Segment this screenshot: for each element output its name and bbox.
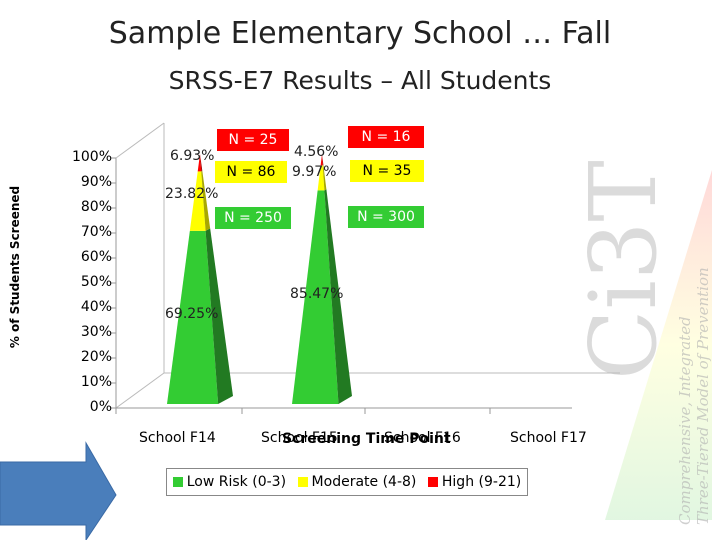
label-f14-moderate: 23.82%: [165, 186, 219, 202]
y-tick-label: 60%: [80, 249, 112, 265]
label-f14-low: 69.25%: [165, 306, 219, 322]
legend-swatch-icon: [427, 477, 438, 487]
bar-0-2-side: [200, 154, 203, 172]
legend-label-low: Low Risk (0-3): [186, 474, 287, 490]
page-subtitle: SRSS-E7 Results – All Students: [168, 66, 552, 95]
bar-1-0-side: [324, 189, 352, 404]
category-label-f14: School F14: [139, 430, 216, 446]
x-axis-label: Screening Time Point: [282, 431, 451, 447]
legend-label-moderate: Moderate (4-8): [311, 474, 417, 490]
legend-item-high: High (9-21): [427, 474, 522, 490]
legend-swatch-icon: [172, 477, 183, 487]
y-tick-label: 100%: [71, 149, 112, 165]
label-f15-high: 4.56%: [294, 144, 339, 160]
legend-item-low: Low Risk (0-3): [172, 474, 287, 490]
chart-legend: Low Risk (0-3) Moderate (4-8) High (9-21…: [166, 468, 528, 496]
y-tick-label: 40%: [80, 299, 112, 315]
category-label-f16: School F16: [384, 430, 461, 446]
y-tick-label: 0%: [89, 399, 112, 415]
y-tick-label: 90%: [80, 174, 112, 190]
y-tick-label: 30%: [80, 324, 112, 340]
bar-1-1-front: [317, 165, 325, 191]
bar-1-0-front: [292, 190, 339, 404]
y-tick-label: 10%: [80, 374, 112, 390]
bar-0-1-front: [189, 171, 206, 231]
category-label-f15: School F15: [261, 430, 338, 446]
n-box-f14-moderate: N = 86: [215, 161, 287, 183]
y-tick-label: 20%: [80, 349, 112, 365]
n-box-f14-low: N = 250: [215, 207, 291, 229]
legend-swatch-icon: [297, 477, 308, 487]
bar-0-0-front: [167, 230, 219, 404]
label-f15-moderate: 9.97%: [292, 164, 337, 180]
page-title: Sample Elementary School … Fall: [108, 16, 612, 51]
bar-1-2-side: [322, 154, 324, 166]
bar-0-1-side: [201, 170, 211, 231]
watermark-logo-text: Ci3T: [570, 160, 677, 380]
label-f15-low: 85.47%: [290, 286, 344, 302]
y-tick-label: 80%: [80, 199, 112, 215]
watermark-caption-text: Comprehensive, Integrated: [676, 316, 694, 525]
bar-1-2-front: [320, 154, 323, 166]
n-box-f14-high: N = 25: [217, 129, 289, 151]
legend-label-high: High (9-21): [441, 474, 522, 490]
legend-item-moderate: Moderate (4-8): [297, 474, 417, 490]
bar-0-2-front: [197, 154, 202, 172]
floor-back-edge: [115, 372, 620, 409]
category-label-f17: School F17: [510, 430, 587, 446]
n-box-f15-moderate: N = 35: [350, 160, 424, 182]
top-wall-edge: [115, 122, 165, 159]
n-box-f15-high: N = 16: [348, 126, 424, 148]
bar-0-0-side: [205, 228, 233, 404]
watermark-caption-text: Three-Tiered Model of Prevention: [694, 267, 712, 525]
label-f14-high: 6.93%: [170, 148, 215, 164]
watermark-triangle: [605, 170, 712, 520]
n-box-f15-low: N = 300: [348, 206, 424, 228]
y-tick-label: 50%: [80, 274, 112, 290]
bar-1-1-side: [322, 165, 327, 191]
y-axis-label: % of Students Screened: [8, 185, 22, 349]
arrow-shape-icon: [0, 441, 117, 540]
y-tick-label: 70%: [80, 224, 112, 240]
